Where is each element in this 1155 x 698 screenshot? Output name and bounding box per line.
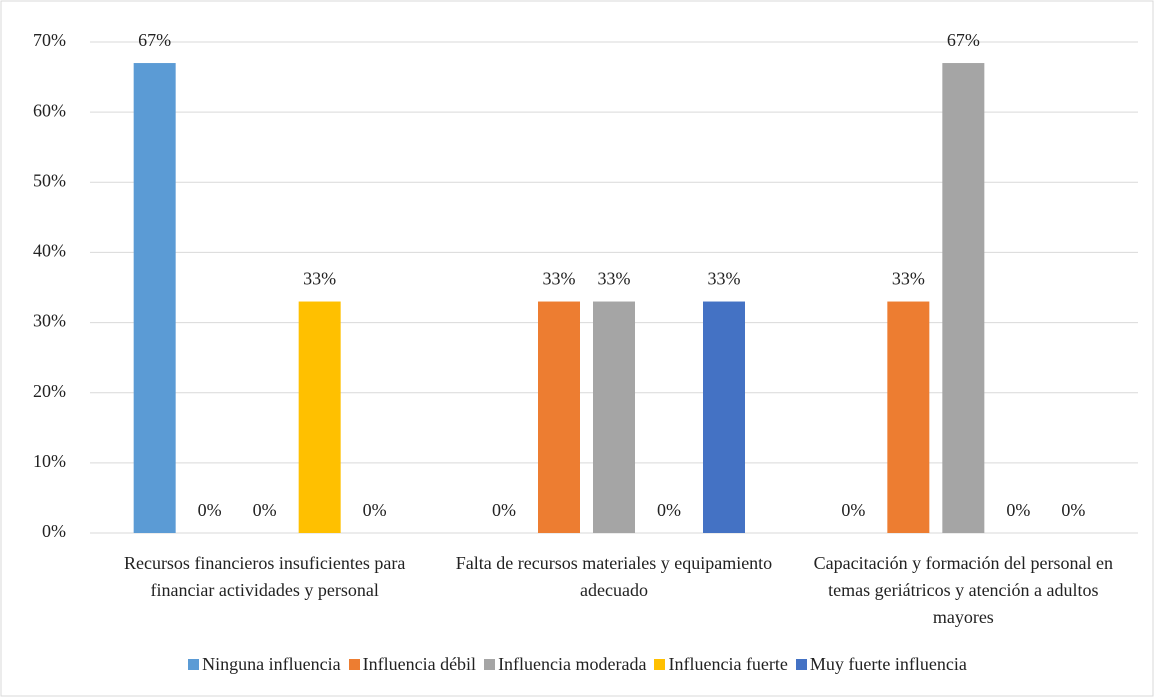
bar xyxy=(942,63,985,534)
data-label: 33% xyxy=(303,269,336,289)
y-tick-label: 70% xyxy=(33,30,66,50)
legend-item: Muy fuerte influencia xyxy=(795,654,967,675)
y-tick-label: 40% xyxy=(33,241,66,261)
legend-swatch xyxy=(795,659,807,670)
bar xyxy=(887,301,930,533)
bar xyxy=(298,301,341,533)
data-label: 33% xyxy=(543,269,576,289)
legend-label: Influencia fuerte xyxy=(668,654,788,674)
legend-swatch xyxy=(484,659,496,670)
x-tick-label: Capacitación y formación del personal en… xyxy=(813,553,1114,627)
y-tick-label: 60% xyxy=(33,100,66,120)
y-tick-label: 30% xyxy=(33,311,66,331)
data-label: 0% xyxy=(492,500,516,520)
legend-item: Influencia débil xyxy=(348,654,477,675)
legend-item: Influencia moderada xyxy=(484,654,646,675)
legend-item: Ninguna influencia xyxy=(188,654,341,675)
legend-swatch xyxy=(188,659,200,670)
data-label: 0% xyxy=(253,500,277,520)
legend-swatch xyxy=(348,659,360,670)
bar xyxy=(538,301,580,533)
data-label: 33% xyxy=(708,269,741,289)
data-label: 67% xyxy=(947,30,980,50)
data-label: 0% xyxy=(198,500,222,520)
legend: Ninguna influencia Influencia débil Influe… xyxy=(0,654,1155,675)
data-label: 0% xyxy=(363,500,387,520)
x-tick-label: Recursos financieros insuficientes para … xyxy=(123,553,406,600)
y-tick-label: 10% xyxy=(33,451,66,471)
data-label: 0% xyxy=(1006,500,1030,520)
x-tick-label: Falta de recursos materiales y equipamie… xyxy=(455,553,773,600)
legend-label: Ninguna influencia xyxy=(202,654,341,674)
data-label: 67% xyxy=(138,30,171,50)
bar xyxy=(703,301,745,533)
data-label: 0% xyxy=(1061,500,1085,520)
y-tick-label: 20% xyxy=(33,381,66,401)
data-label: 33% xyxy=(892,269,925,289)
bar xyxy=(133,63,176,534)
data-label: 33% xyxy=(598,269,631,289)
bar xyxy=(593,301,635,533)
legend-item: Influencia fuerte xyxy=(654,654,788,675)
y-tick-label: 0% xyxy=(42,521,66,541)
legend-label: Muy fuerte influencia xyxy=(809,654,967,674)
legend-label: Influencia moderada xyxy=(498,654,647,674)
data-label: 0% xyxy=(841,500,865,520)
legend-label: Influencia débil xyxy=(362,654,477,674)
legend-swatch xyxy=(654,659,666,670)
data-label: 0% xyxy=(657,500,681,520)
y-tick-label: 50% xyxy=(33,170,66,190)
